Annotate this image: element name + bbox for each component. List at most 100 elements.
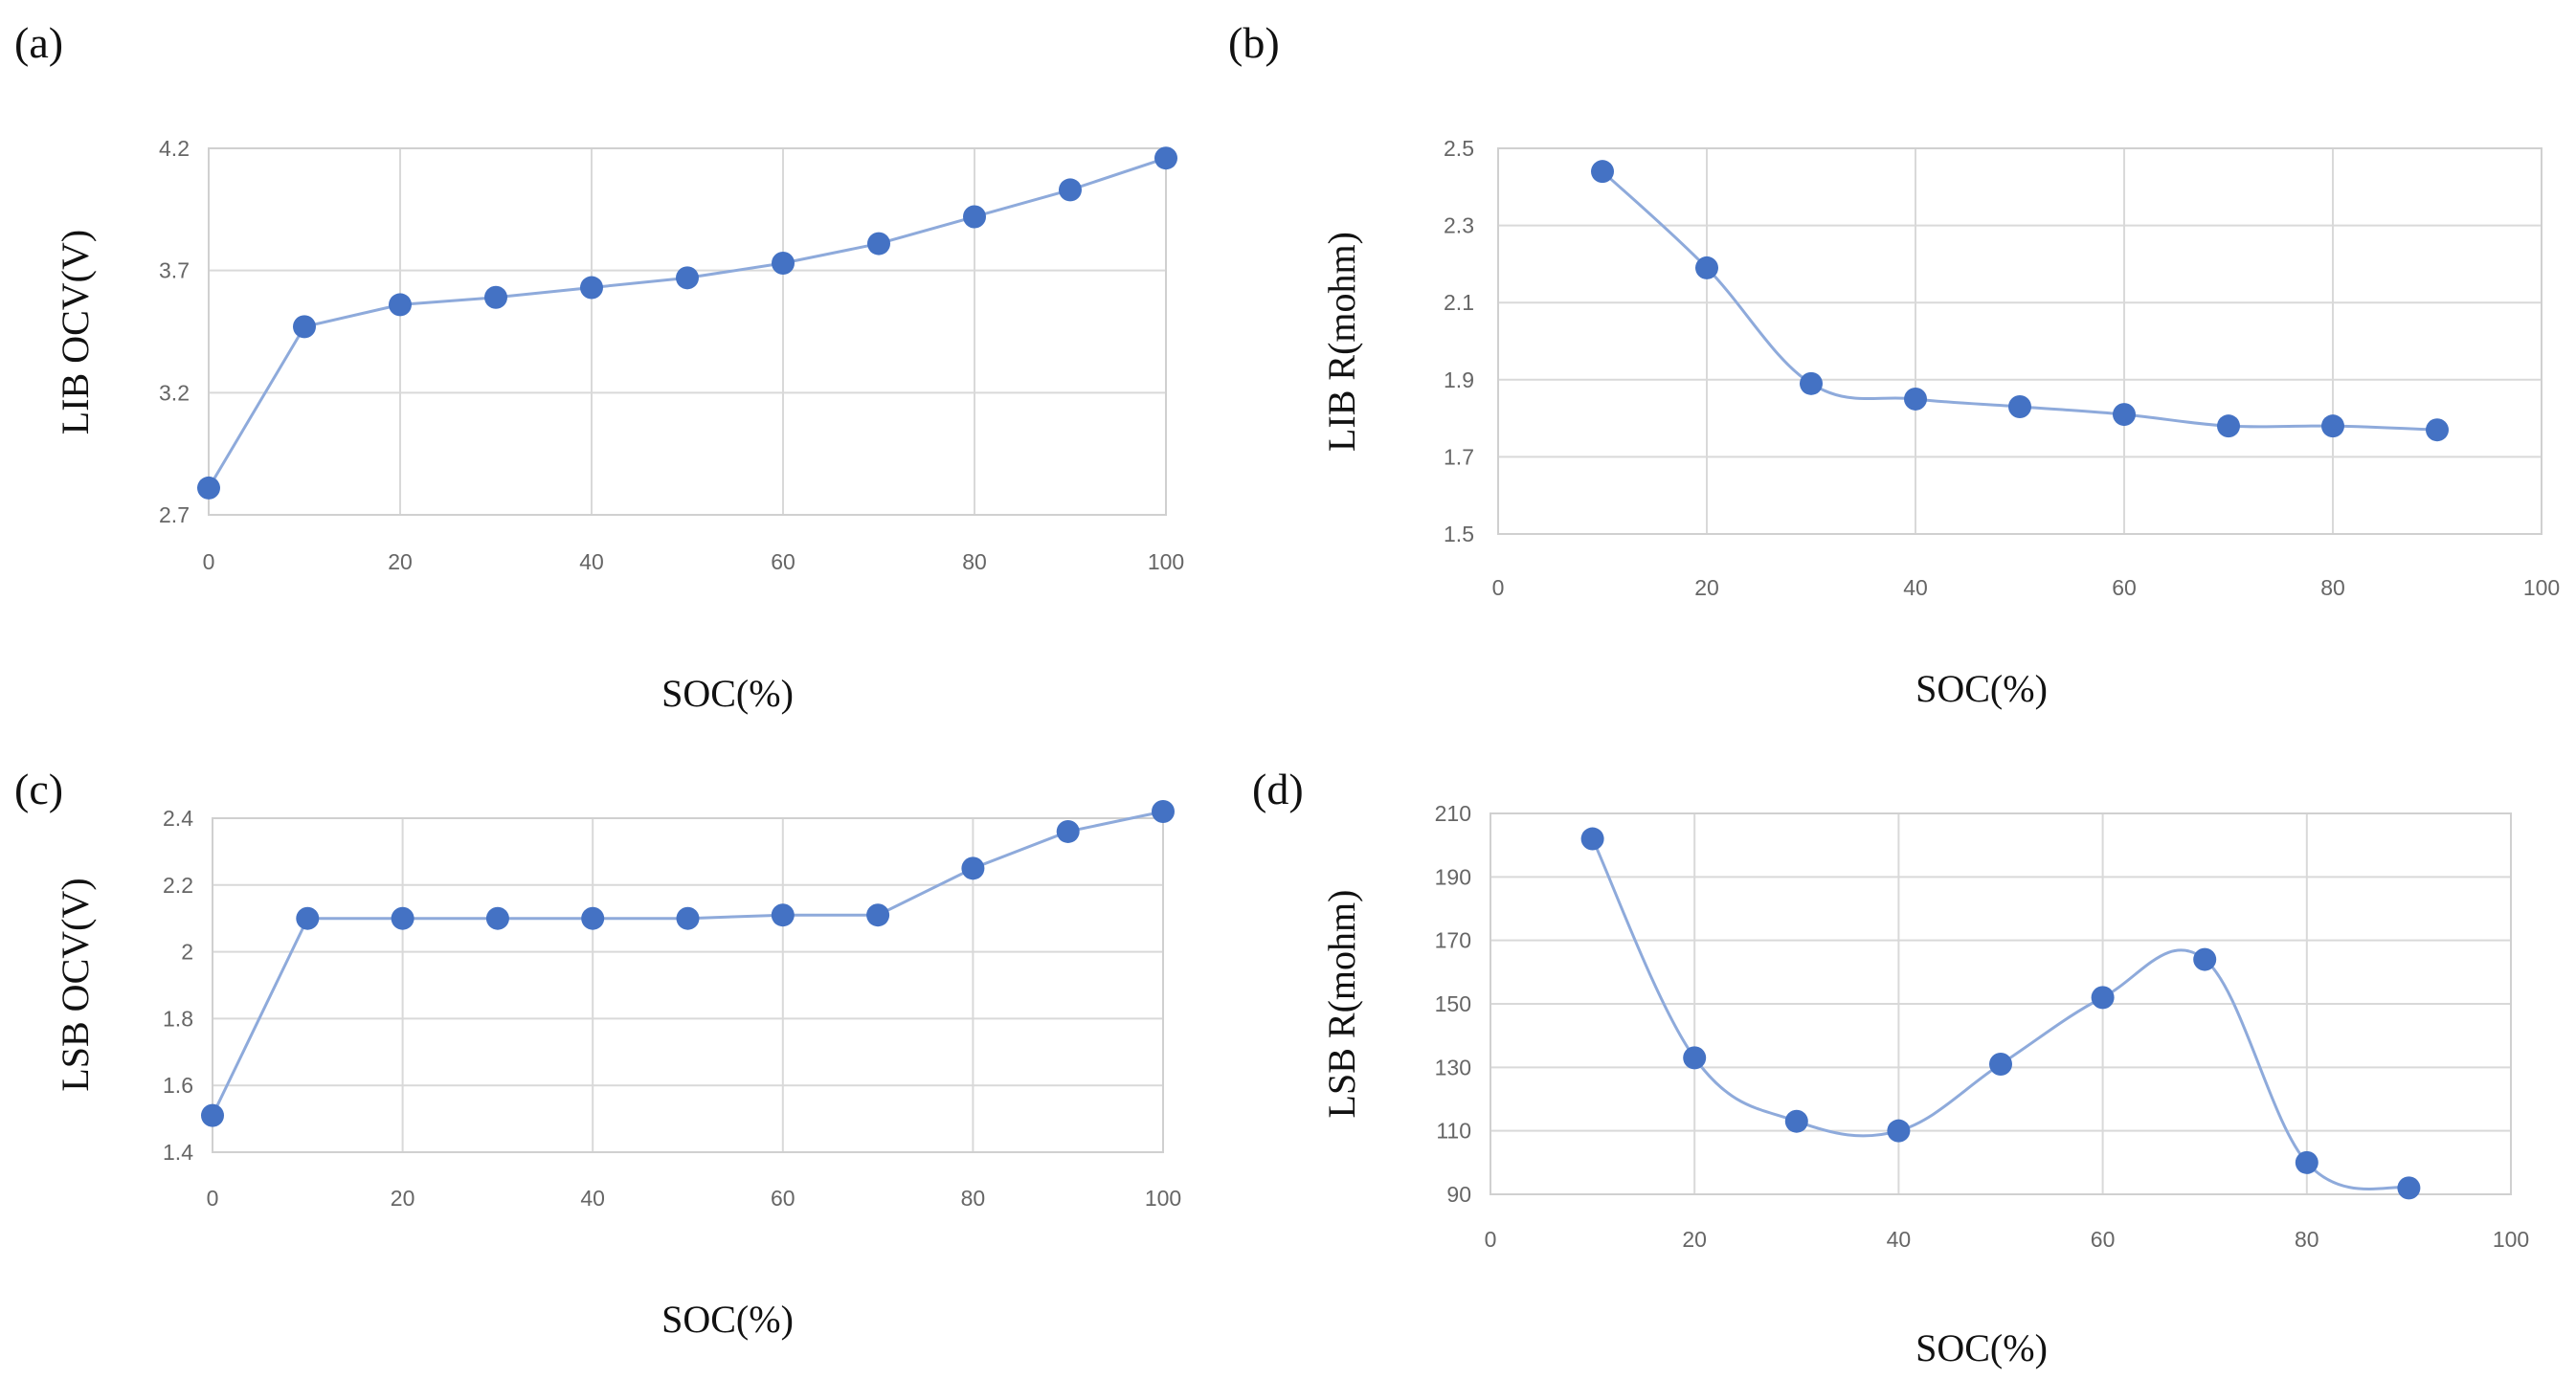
chart-d-plot-area xyxy=(1490,812,2512,1195)
chart-a-plot-area xyxy=(208,147,1167,516)
chart-a-data-point xyxy=(676,266,699,290)
chart-c-y-tick-label: 1.4 xyxy=(163,1140,193,1165)
chart-d-x-tick-label: 40 xyxy=(1887,1227,1912,1252)
chart-b-data-point xyxy=(2321,414,2344,438)
chart-d-data-point xyxy=(1784,1109,1808,1133)
chart-d-data-point xyxy=(1580,827,1604,851)
chart-b-series-line xyxy=(1601,170,2438,432)
chart-d-y-tick-label: 170 xyxy=(1435,928,1471,953)
chart-b-x-axis-title: SOC(%) xyxy=(1915,667,2048,710)
chart-d-y-tick-label: 150 xyxy=(1435,991,1471,1016)
chart-c-data-point xyxy=(581,906,605,930)
chart-d-y-tick-label: 90 xyxy=(1446,1182,1471,1207)
chart-b-data-point xyxy=(2008,395,2031,419)
chart-a-x-tick-label: 0 xyxy=(203,549,215,574)
chart-d-y-tick-label: 110 xyxy=(1436,1119,1471,1144)
chart-b: 1.5 1.7 1.9 2.1 2.3 2.5 0 20 40 60 80 100 (b) SOC(%) L… xyxy=(1228,18,2560,710)
chart-b-plot-area xyxy=(1497,147,2542,535)
chart-a-data-point xyxy=(484,285,507,309)
chart-a-y-tick-label: 4.2 xyxy=(159,136,190,161)
chart-b-data-point xyxy=(2217,414,2240,438)
chart-b-data-point xyxy=(2113,403,2136,427)
panel-label-c: (c) xyxy=(14,765,63,813)
chart-d-x-tick-label: 100 xyxy=(2493,1227,2529,1252)
chart-a-x-tick-label: 20 xyxy=(388,549,413,574)
chart-a: 2.7 3.2 3.7 4.2 0 20 40 60 80 100 (a) SOC(%) LIB OCV… xyxy=(14,18,1184,715)
chart-c-data-point xyxy=(771,903,795,927)
chart-b-data-point xyxy=(1591,160,1614,184)
chart-d-y-tick-label: 210 xyxy=(1435,801,1471,826)
chart-b-y-tick-label: 1.7 xyxy=(1444,444,1474,469)
chart-a-x-tick-label: 100 xyxy=(1148,549,1184,574)
chart-d-x-tick-label: 80 xyxy=(2295,1227,2319,1252)
panel-label-a: (a) xyxy=(14,18,63,67)
chart-c-data-point xyxy=(296,906,320,930)
chart-d-x-axis-title: SOC(%) xyxy=(1915,1326,2048,1369)
chart-c-y-tick-label: 2 xyxy=(181,940,193,965)
chart-a-y-tick-label: 2.7 xyxy=(159,502,190,527)
chart-a-x-axis-title: SOC(%) xyxy=(661,672,794,715)
chart-c-x-tick-label: 80 xyxy=(961,1186,986,1211)
chart-b-x-tick-label: 100 xyxy=(2523,575,2560,600)
chart-c-data-point xyxy=(485,906,509,930)
chart-c-data-point xyxy=(961,856,985,880)
chart-d-data-point xyxy=(1989,1053,2012,1077)
chart-c-data-point xyxy=(201,1103,224,1127)
chart-c-y-tick-label: 2.2 xyxy=(163,873,193,898)
chart-b-x-tick-label: 80 xyxy=(2320,575,2345,600)
chart-d-data-point xyxy=(1683,1046,1707,1070)
chart-b-data-point xyxy=(1904,387,1927,411)
chart-c-x-tick-label: 20 xyxy=(391,1186,415,1211)
chart-c: 1.4 1.6 1.8 2 2.2 2.4 0 20 40 60 80 100 (c) SOC(%) LSB… xyxy=(14,765,1181,1341)
chart-a-data-point xyxy=(1154,146,1177,170)
chart-d-x-tick-label: 60 xyxy=(2091,1227,2116,1252)
chart-a-data-point xyxy=(197,476,220,500)
chart-c-x-tick-label: 0 xyxy=(207,1186,219,1211)
chart-c-plot-area xyxy=(212,817,1164,1153)
chart-d-series-line xyxy=(1591,837,2409,1190)
chart-a-y-tick-label: 3.7 xyxy=(159,258,190,283)
chart-b-y-tick-label: 2.5 xyxy=(1444,136,1474,161)
chart-c-x-tick-label: 100 xyxy=(1145,1186,1181,1211)
chart-c-x-tick-label: 60 xyxy=(771,1186,795,1211)
chart-d-data-point xyxy=(2397,1176,2421,1200)
panel-label-d: (d) xyxy=(1252,765,1304,813)
chart-c-data-point xyxy=(1152,800,1175,824)
chart-c-y-tick-label: 1.6 xyxy=(163,1073,193,1098)
chart-b-data-point xyxy=(2426,418,2449,442)
chart-b-data-point xyxy=(1695,256,1718,279)
chart-b-x-tick-label: 20 xyxy=(1694,575,1719,600)
chart-d: 90 110 130 150 170 190 210 0 20 40 60 80 100 (d) SOC(%… xyxy=(1252,765,2529,1369)
chart-b-x-tick-label: 0 xyxy=(1492,575,1505,600)
chart-a-y-tick-label: 3.2 xyxy=(159,380,190,405)
chart-b-x-tick-label: 40 xyxy=(1903,575,1928,600)
chart-a-data-point xyxy=(293,315,316,339)
chart-d-y-tick-label: 130 xyxy=(1435,1055,1471,1079)
chart-c-x-axis-title: SOC(%) xyxy=(661,1298,794,1341)
chart-b-y-axis-title: LIB R(mohm) xyxy=(1320,232,1363,452)
chart-d-y-tick-label: 190 xyxy=(1435,864,1471,889)
chart-d-x-tick-label: 20 xyxy=(1682,1227,1707,1252)
chart-c-x-tick-label: 40 xyxy=(580,1186,605,1211)
chart-a-x-tick-label: 60 xyxy=(771,549,795,574)
chart-a-data-point xyxy=(1059,178,1082,202)
chart-d-x-tick-label: 0 xyxy=(1485,1227,1497,1252)
chart-c-data-point xyxy=(391,906,414,930)
chart-b-y-tick-label: 1.5 xyxy=(1444,522,1474,546)
chart-c-y-tick-label: 1.8 xyxy=(163,1006,193,1031)
chart-a-data-point xyxy=(389,293,412,317)
chart-c-y-tick-label: 2.4 xyxy=(163,806,193,831)
chart-b-y-tick-label: 2.1 xyxy=(1444,290,1474,315)
chart-d-data-point xyxy=(2091,986,2115,1010)
chart-a-x-tick-label: 80 xyxy=(962,549,987,574)
chart-c-y-axis-title: LSB OCV(V) xyxy=(54,878,97,1091)
chart-c-data-point xyxy=(676,906,700,930)
chart-a-data-point xyxy=(580,276,603,300)
chart-b-y-tick-label: 1.9 xyxy=(1444,367,1474,392)
chart-c-data-point xyxy=(866,903,890,927)
chart-b-data-point xyxy=(1800,371,1823,395)
chart-b-x-tick-label: 60 xyxy=(2112,575,2137,600)
chart-a-data-point xyxy=(867,232,890,256)
chart-d-data-point xyxy=(1887,1119,1911,1143)
